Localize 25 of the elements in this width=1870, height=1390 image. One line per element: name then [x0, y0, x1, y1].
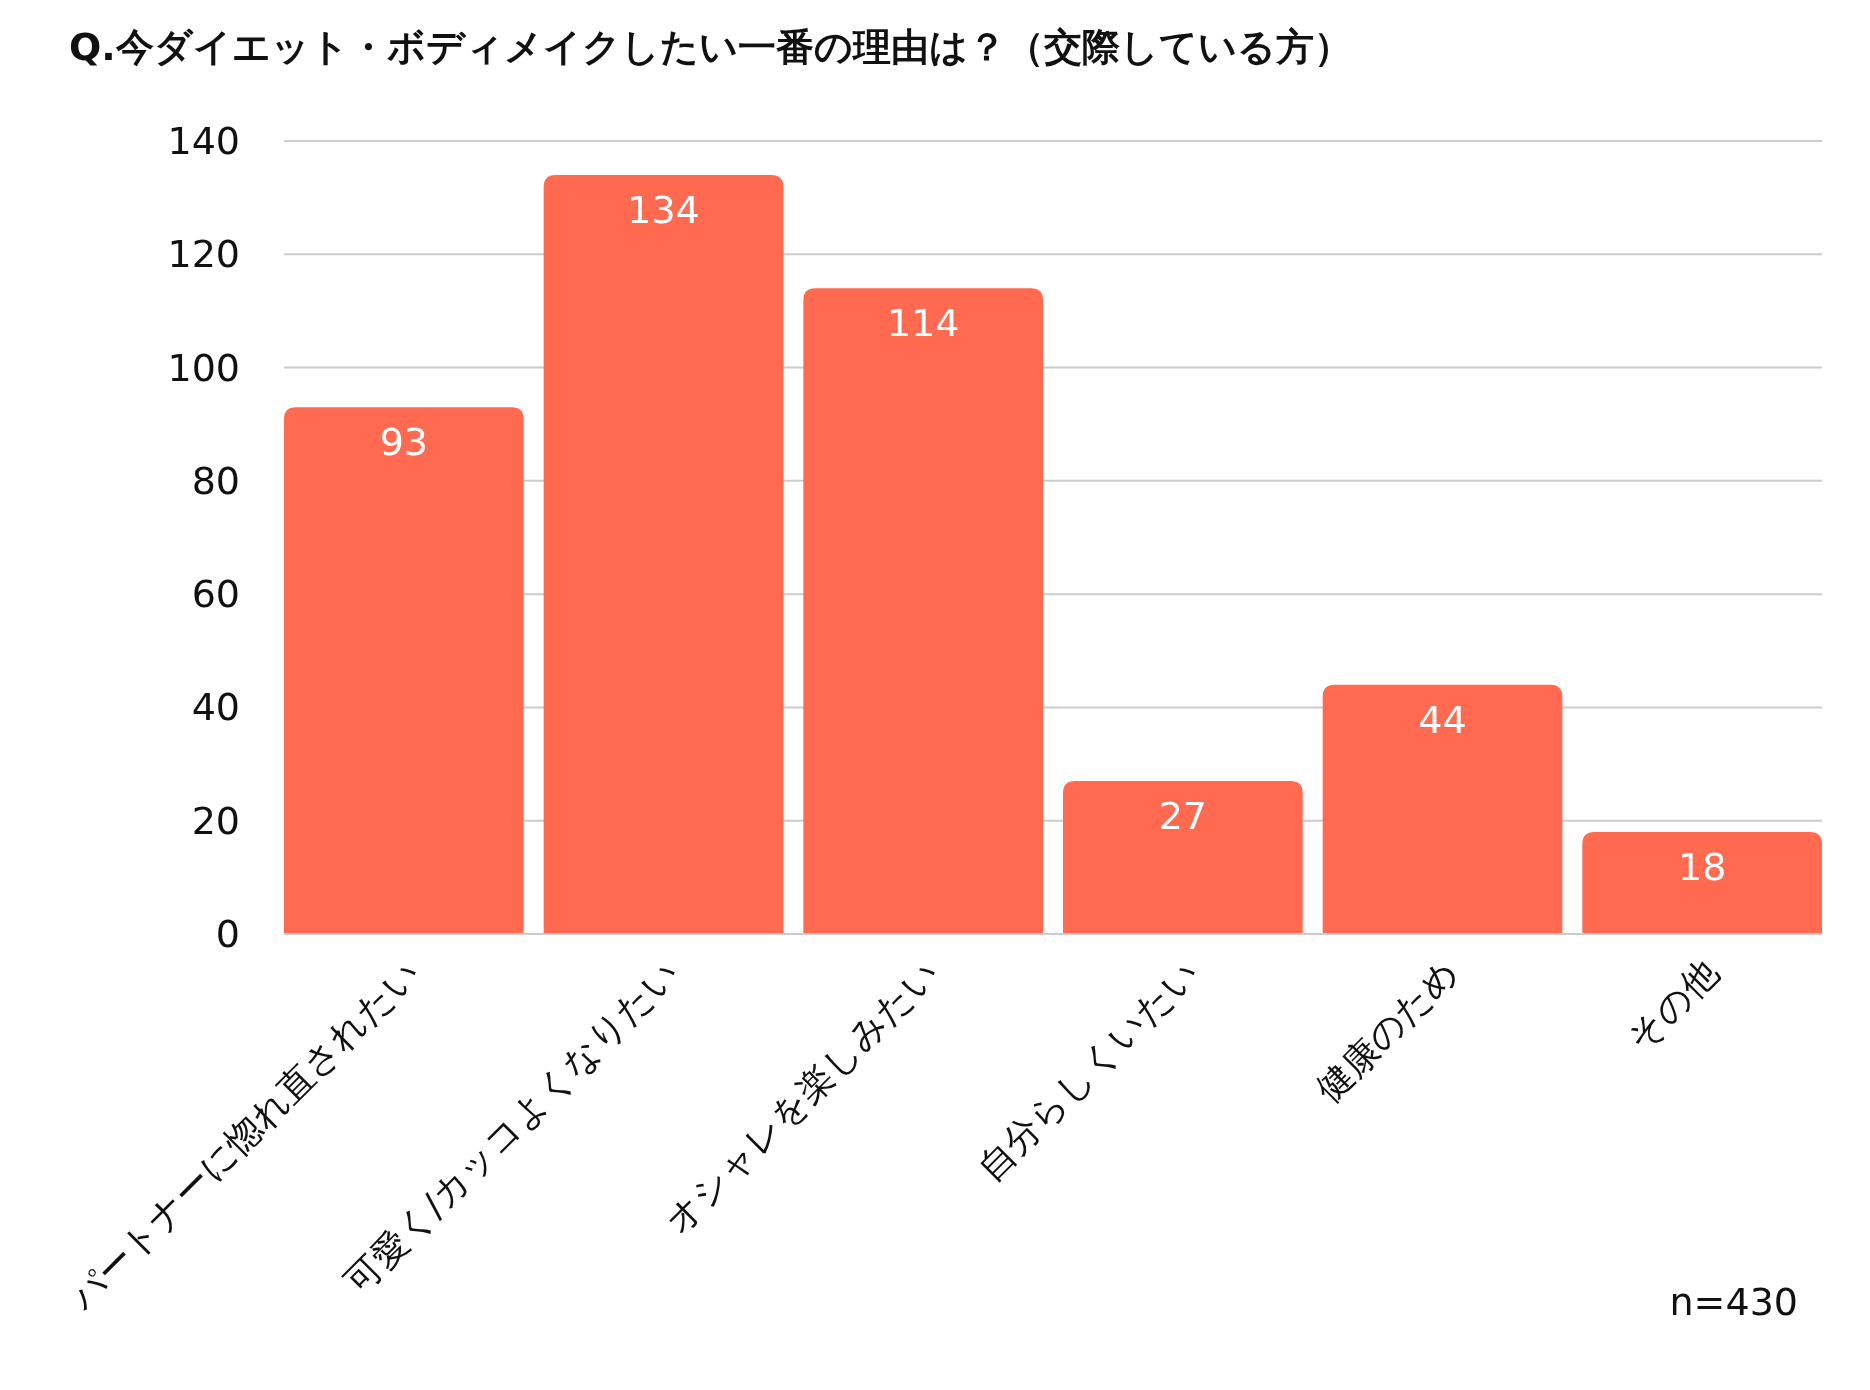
y-tick-label: 20 [191, 798, 240, 843]
x-tick-label: 自分らしくいたい [969, 951, 1207, 1189]
chart-title: Q.今ダイエット・ボディメイクしたい一番の理由は？（交際している方） [69, 25, 1352, 69]
y-tick-label: 40 [191, 685, 240, 730]
data-label: 134 [627, 187, 700, 232]
x-tick-label: その他 [1619, 951, 1726, 1059]
data-label: 114 [886, 301, 960, 346]
bar [1582, 832, 1822, 934]
y-tick-label: 0 [215, 912, 240, 956]
data-label: 18 [1677, 845, 1727, 890]
data-label: 93 [379, 420, 429, 465]
text: n=430 [1669, 1280, 1798, 1324]
bar [284, 407, 524, 934]
y-tick-label: 80 [191, 458, 240, 503]
bar [1063, 781, 1303, 934]
y-tick-label: 120 [167, 232, 240, 277]
bar [803, 288, 1043, 934]
bar [543, 174, 784, 934]
y-tick-label: 100 [167, 345, 240, 390]
x-tick-label: 健康のため [1307, 951, 1467, 1111]
data-label: 27 [1158, 794, 1208, 839]
y-tick-label: 140 [167, 119, 240, 163]
bar [1322, 684, 1563, 934]
data-label: 44 [1418, 697, 1467, 742]
y-tick-label: 60 [191, 572, 240, 617]
